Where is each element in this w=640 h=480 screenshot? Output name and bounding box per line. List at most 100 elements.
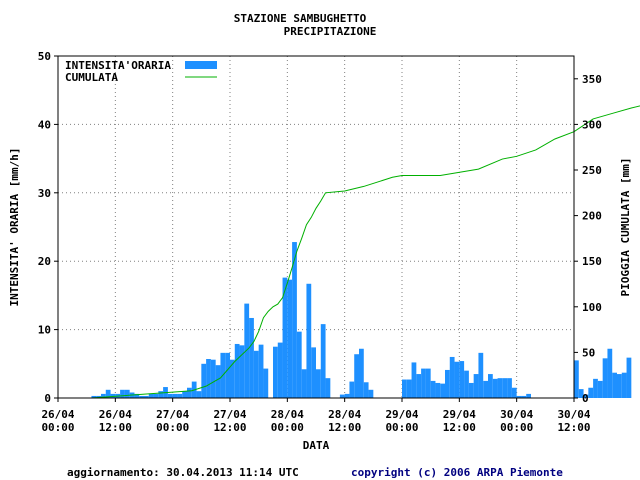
legend-swatch-intensity bbox=[185, 61, 217, 69]
bar bbox=[187, 387, 192, 398]
y-axis-label-right: PIOGGIA CUMULATA [mm] bbox=[619, 157, 632, 296]
bar bbox=[167, 393, 173, 398]
bar bbox=[201, 363, 207, 398]
bar bbox=[354, 354, 359, 398]
bar bbox=[287, 279, 293, 398]
bar bbox=[196, 391, 202, 398]
bar bbox=[526, 393, 531, 398]
bar bbox=[249, 317, 254, 398]
bar bbox=[459, 361, 465, 398]
hourly-intensity-bars bbox=[91, 242, 632, 398]
bar bbox=[296, 331, 302, 398]
x-tick-time: 12:00 bbox=[328, 421, 361, 434]
bar bbox=[316, 369, 321, 398]
bar bbox=[473, 374, 479, 398]
bar bbox=[158, 391, 164, 398]
update-timestamp: aggiornamento: 30.04.2013 11:14 UTC bbox=[67, 466, 299, 479]
bar bbox=[574, 360, 579, 398]
y-tick-label-right: 150 bbox=[582, 255, 602, 268]
bar bbox=[406, 379, 412, 398]
bar bbox=[282, 277, 288, 398]
bar bbox=[602, 358, 608, 398]
bar bbox=[411, 362, 417, 398]
bar bbox=[301, 369, 307, 398]
bar bbox=[612, 372, 617, 398]
bar bbox=[588, 387, 594, 398]
x-axis-label: DATA bbox=[303, 439, 330, 452]
x-tick-time: 12:00 bbox=[213, 421, 246, 434]
bar bbox=[440, 383, 445, 398]
bar bbox=[621, 372, 627, 398]
bar bbox=[325, 378, 331, 398]
bar bbox=[263, 368, 269, 398]
bar bbox=[435, 382, 441, 398]
bar bbox=[320, 324, 326, 398]
bar bbox=[144, 395, 149, 398]
bar bbox=[425, 368, 431, 398]
x-tick-date: 30/04 bbox=[500, 408, 533, 421]
y-tick-label-right: 50 bbox=[582, 346, 595, 359]
legend-label-intensity: INTENSITA'ORARIA bbox=[65, 59, 171, 72]
y-tick-label-right: 0 bbox=[582, 392, 589, 405]
bar bbox=[578, 389, 584, 398]
y-tick-label-right: 100 bbox=[582, 301, 602, 314]
bar bbox=[368, 389, 374, 398]
x-tick-date: 29/04 bbox=[443, 408, 476, 421]
y-tick-label-left: 10 bbox=[38, 324, 51, 337]
x-axis-ticks: 26/0400:0026/0412:0027/0400:0027/0412:00… bbox=[41, 398, 591, 434]
bar bbox=[339, 394, 345, 398]
bar bbox=[91, 395, 97, 398]
legend-label-cumulative: CUMULATA bbox=[65, 71, 118, 84]
x-tick-time: 12:00 bbox=[443, 421, 476, 434]
x-tick-time: 00:00 bbox=[385, 421, 418, 434]
bar bbox=[507, 378, 512, 398]
bar bbox=[349, 381, 355, 398]
bar bbox=[607, 348, 613, 398]
y-axis-label-left: INTENSITA' ORARIA [mm/h] bbox=[8, 148, 21, 307]
x-tick-date: 28/04 bbox=[271, 408, 304, 421]
bar bbox=[478, 352, 484, 398]
bar bbox=[402, 379, 407, 398]
bar bbox=[430, 380, 436, 398]
bar bbox=[148, 393, 154, 398]
bar bbox=[139, 395, 144, 398]
bar bbox=[359, 348, 364, 398]
bar bbox=[449, 356, 455, 398]
chart-title-station: STAZIONE SAMBUGHETTO bbox=[233, 12, 367, 25]
bar bbox=[273, 346, 278, 398]
right-axis-ticks: 0 50 100 150 200 250 300 350 bbox=[574, 73, 602, 405]
bar bbox=[464, 370, 469, 398]
y-tick-label-left: 0 bbox=[44, 392, 51, 405]
bar bbox=[225, 352, 230, 398]
bar bbox=[306, 283, 312, 398]
bar bbox=[292, 242, 297, 398]
bar bbox=[597, 380, 603, 398]
bar bbox=[311, 347, 316, 398]
bar bbox=[239, 345, 245, 398]
bar bbox=[363, 382, 369, 398]
x-tick-time: 00:00 bbox=[156, 421, 189, 434]
y-tick-label-left: 40 bbox=[38, 118, 51, 131]
bar bbox=[583, 394, 589, 398]
legend: INTENSITA'ORARIA CUMULATA bbox=[65, 59, 217, 84]
bar bbox=[445, 369, 450, 398]
x-tick-date: 30/04 bbox=[557, 408, 590, 421]
bar bbox=[172, 393, 178, 398]
x-tick-time: 12:00 bbox=[557, 421, 590, 434]
bar bbox=[502, 378, 508, 398]
y-tick-label-right: 300 bbox=[582, 118, 602, 131]
bar bbox=[177, 393, 183, 398]
copyright-link[interactable]: copyright (c) 2006 ARPA Piemonte bbox=[351, 466, 563, 479]
plot-frame bbox=[57, 55, 575, 399]
bar bbox=[454, 361, 460, 398]
y-tick-label-right: 200 bbox=[582, 210, 602, 223]
bar bbox=[421, 368, 426, 398]
bar bbox=[253, 350, 259, 398]
bar bbox=[492, 378, 498, 398]
bar bbox=[497, 378, 503, 398]
bar bbox=[105, 389, 111, 398]
y-tick-label-left: 50 bbox=[38, 50, 51, 63]
y-tick-label-left: 30 bbox=[38, 187, 51, 200]
x-tick-date: 28/04 bbox=[328, 408, 361, 421]
bar bbox=[120, 389, 125, 398]
